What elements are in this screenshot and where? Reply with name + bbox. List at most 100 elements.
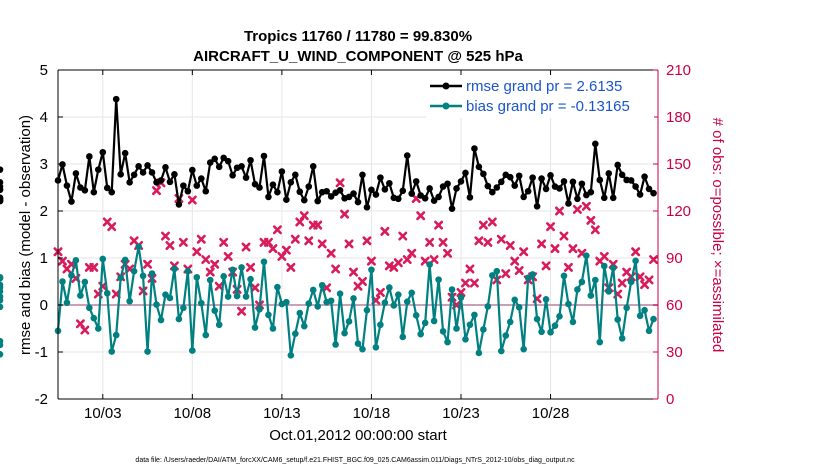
rmse-series-point	[193, 182, 201, 189]
obs-count-point	[644, 275, 654, 285]
obs-count-point	[357, 277, 367, 286]
y-right-tick-label: 180	[666, 109, 691, 126]
bias-series-point	[412, 312, 420, 319]
bias-series-point	[63, 299, 71, 306]
rmse-series-point	[238, 163, 245, 170]
rmse-series-point	[162, 163, 169, 171]
y-tick-label: 4	[40, 109, 48, 126]
y-tick-label: 2	[40, 203, 48, 220]
rmse-series-point	[166, 178, 174, 186]
bias-series-point	[354, 340, 362, 347]
rmse-series-point	[0, 197, 4, 205]
rmse-series-point	[0, 186, 4, 193]
rmse-series-point	[314, 197, 322, 205]
rmse-series-point	[556, 185, 563, 192]
bias-series-point	[645, 327, 653, 335]
rmse-series-point	[242, 174, 250, 181]
rmse-series-point	[641, 173, 648, 180]
rmse-series-point	[542, 185, 550, 193]
obs-count-point	[546, 222, 556, 232]
bias-series-point	[224, 293, 232, 300]
obs-count-point	[460, 278, 470, 288]
obs-count-point	[178, 237, 188, 247]
bias-series-point	[466, 321, 474, 329]
y-tick-label: 1	[40, 250, 48, 267]
obs-count-point	[649, 255, 659, 265]
bias-series-point	[269, 325, 277, 332]
rmse-series-point	[90, 188, 98, 196]
bias-series-point	[229, 266, 236, 274]
rmse-series-point	[435, 193, 442, 201]
obs-count-point	[483, 237, 493, 247]
obs-count-point	[349, 267, 359, 277]
bias-series-point	[497, 347, 505, 355]
bias-series-point	[475, 349, 483, 357]
bias-series-point	[372, 344, 380, 351]
rmse-series-point	[569, 178, 577, 186]
rmse-series-point	[278, 168, 286, 175]
obs-count-point	[572, 204, 582, 214]
rmse-series-point	[578, 180, 586, 188]
x-tick-label: 10/23	[442, 405, 480, 422]
obs-count-point	[107, 222, 117, 232]
rmse-series-point	[412, 178, 420, 185]
obs-count-point	[281, 245, 291, 255]
obs-count-point	[160, 231, 170, 241]
obs-count-point	[313, 220, 323, 230]
chart-title: Tropics 11760 / 11780 = 99.830%	[244, 28, 472, 45]
bias-series-point	[551, 322, 559, 329]
obs-count-point	[519, 247, 529, 257]
rmse-series-point	[112, 95, 120, 103]
bias-series-point	[332, 341, 339, 348]
plot-area: -2 -1 0 1 2 3 4 5 0 30 60 90 120 150 180 210 10/03 10/08 1…	[0, 62, 691, 422]
bias-series-point	[417, 330, 424, 338]
obs-count-point	[443, 248, 453, 258]
rmse-series-point	[493, 184, 501, 191]
bias-series-point	[68, 272, 75, 279]
rmse-series-point	[175, 201, 183, 208]
bias-series-point	[609, 264, 617, 272]
obs-count-point	[299, 211, 309, 221]
rmse-series-point	[421, 195, 429, 202]
obs-count-point	[286, 262, 296, 272]
bias-series-point	[108, 348, 116, 355]
y-tick-label: -1	[35, 344, 48, 361]
bias-series-point	[0, 341, 4, 349]
rmse-series-point	[480, 170, 487, 178]
bias-series-point	[211, 307, 219, 314]
obs-count-point	[469, 278, 479, 288]
y-axis-label: rmse and bias (model - observation)	[17, 115, 34, 355]
bias-series-point	[171, 265, 178, 273]
rmse-series-point	[197, 175, 205, 182]
rmse-series-point	[350, 190, 357, 197]
rmse-series-point	[533, 203, 541, 210]
bias-series-point	[350, 295, 357, 302]
bias-series-point	[605, 288, 613, 295]
rmse-series-point	[130, 171, 138, 179]
rmse-series-point	[126, 179, 133, 186]
bias-series-point	[112, 331, 120, 339]
bias-series-point	[556, 312, 563, 320]
rmse-series-point	[386, 179, 393, 187]
bias-series-point	[448, 286, 456, 293]
rmse-series-point	[336, 187, 344, 194]
bias-series-point	[596, 338, 604, 346]
obs-count-point	[631, 247, 641, 257]
bias-series-point	[565, 300, 572, 308]
bias-series-point	[81, 278, 89, 286]
rmse-series-point	[189, 166, 196, 174]
bias-series-point	[184, 267, 192, 275]
rmse-series-point	[327, 193, 335, 200]
obs-count-point	[57, 256, 67, 266]
obs-count-point	[474, 236, 484, 246]
y-right-tick-label: 120	[666, 203, 691, 220]
bias-series-point	[439, 328, 447, 335]
bias-series-point	[256, 305, 263, 313]
rmse-series-point	[632, 183, 639, 190]
rmse-series-point	[144, 162, 151, 169]
obs-count-point	[501, 269, 511, 279]
bias-series-point	[506, 318, 514, 326]
obs-count-point	[487, 217, 497, 227]
obs-count-point	[366, 256, 376, 266]
y-tick-label: 3	[40, 156, 48, 173]
